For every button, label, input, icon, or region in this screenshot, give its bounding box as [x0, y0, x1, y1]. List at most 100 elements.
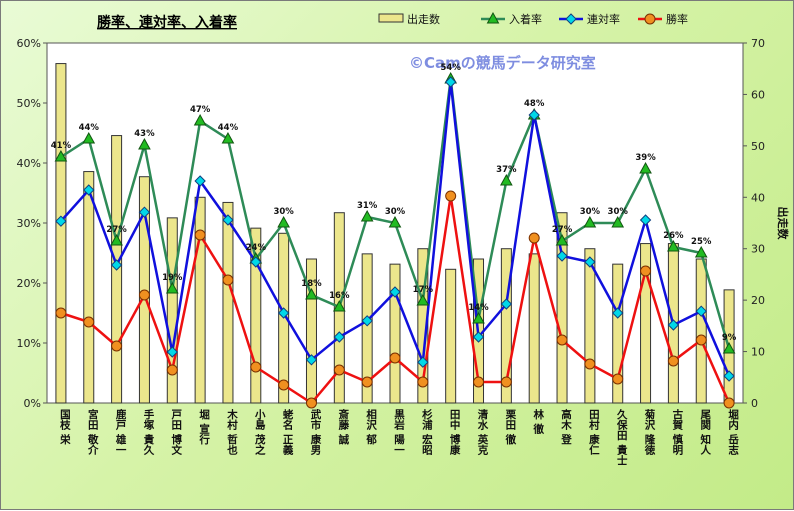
point-circle	[250, 361, 262, 373]
category-label: 堀 宣行	[198, 408, 210, 445]
data-label: 14%	[468, 303, 489, 313]
point-diamond	[361, 315, 373, 327]
point-circle	[723, 397, 735, 409]
point-circle	[500, 376, 512, 388]
data-label: 44%	[218, 123, 239, 133]
category-label: 手塚 貴久	[142, 408, 154, 455]
bar	[612, 263, 624, 404]
point-circle	[445, 190, 457, 202]
point-circle	[333, 364, 345, 376]
point-triangle	[221, 131, 235, 144]
category-label: 蛯名 正義	[282, 408, 294, 455]
data-label: 54%	[441, 63, 462, 73]
category-label: 戸田 博文	[170, 409, 182, 455]
category-label: 菊沢 隆徳	[644, 408, 656, 455]
point-diamond	[333, 331, 346, 343]
data-label: 43%	[134, 129, 155, 139]
y-tick-label: 50%	[17, 97, 41, 110]
bar	[389, 263, 401, 404]
category-label: 古賀 慎明	[671, 408, 683, 455]
point-diamond	[584, 256, 596, 268]
data-label: 9%	[722, 333, 737, 343]
chart-title: 勝率、連対率、入着率	[97, 14, 237, 31]
data-label: 37%	[496, 165, 517, 175]
y2-tick-label: 30	[751, 243, 765, 256]
y2-tick-label: 10	[751, 346, 765, 359]
point-triangle	[165, 281, 179, 294]
point-diamond	[612, 307, 624, 319]
point-diamond	[556, 250, 568, 262]
point-diamond	[528, 109, 540, 121]
category-label: 高木 登	[560, 408, 572, 444]
point-circle	[695, 334, 707, 346]
y2-tick-label: 40	[751, 191, 765, 204]
data-label: 19%	[162, 273, 183, 283]
point-diamond	[444, 76, 457, 88]
point-circle	[528, 232, 540, 244]
data-label: 30%	[385, 207, 406, 217]
bar	[500, 248, 512, 404]
point-circle	[417, 376, 429, 388]
point-diamond	[667, 319, 680, 331]
category-label: 斎藤 誠	[337, 408, 349, 445]
point-diamond	[166, 346, 178, 358]
point-triangle	[54, 149, 68, 162]
watermark: ©Camの競馬データ研究室	[409, 54, 596, 72]
data-label: 27%	[552, 225, 573, 235]
data-label: 47%	[190, 105, 211, 115]
data-label: 26%	[663, 231, 684, 241]
category-label: 小島 茂之	[254, 408, 266, 455]
category-label: 栗田 徹	[504, 409, 516, 445]
data-label: 39%	[635, 153, 656, 163]
category-label: 田村 康仁	[588, 409, 600, 455]
point-circle	[584, 358, 596, 370]
point-diamond	[472, 331, 485, 343]
data-label: 30%	[580, 207, 601, 217]
y2-tick-label: 0	[751, 397, 758, 410]
data-label: 31%	[357, 201, 378, 211]
point-circle	[556, 334, 568, 346]
point-circle	[361, 376, 373, 388]
point-diamond	[695, 305, 707, 317]
point-circle	[278, 379, 290, 391]
category-label: 鹿戸 雄一	[115, 408, 127, 454]
bar	[250, 227, 262, 404]
point-diamond	[83, 184, 95, 196]
category-label: 相沢 郁	[365, 408, 377, 445]
point-triangle	[555, 233, 569, 246]
bar	[417, 248, 429, 404]
data-label: 44%	[79, 123, 100, 133]
y2-tick-label: 60	[751, 88, 765, 101]
point-circle	[305, 397, 317, 409]
category-label: 尾関 知人	[699, 409, 711, 455]
point-triangle	[277, 215, 290, 228]
legend-label: 出走数	[407, 12, 440, 26]
point-triangle	[639, 161, 652, 174]
point-triangle	[332, 299, 346, 312]
point-triangle	[667, 239, 680, 252]
y-tick-label: 30%	[17, 217, 41, 230]
y-tick-label: 0%	[24, 397, 41, 410]
category-label: 木村 哲也	[226, 408, 238, 454]
point-diamond	[639, 214, 652, 226]
y-tick-label: 40%	[17, 157, 41, 170]
point-triangle	[722, 341, 736, 354]
y2-tick-label: 50	[751, 140, 765, 153]
point-diamond	[194, 175, 206, 187]
point-triangle	[82, 131, 96, 144]
point-circle	[166, 364, 178, 376]
bar	[584, 248, 596, 404]
point-diamond	[417, 356, 429, 368]
data-label: 16%	[329, 291, 350, 301]
point-diamond	[250, 256, 262, 268]
category-label: 宮田 敬介	[87, 408, 99, 455]
category-label: 堀内 岳志	[727, 408, 739, 455]
legend-label: 連対率	[587, 12, 620, 26]
y2-axis-title: 出走数	[776, 207, 790, 241]
legend-label: 入着率	[509, 12, 542, 26]
point-triangle	[583, 215, 597, 228]
point-circle	[222, 274, 234, 286]
y-tick-label: 20%	[17, 277, 41, 290]
